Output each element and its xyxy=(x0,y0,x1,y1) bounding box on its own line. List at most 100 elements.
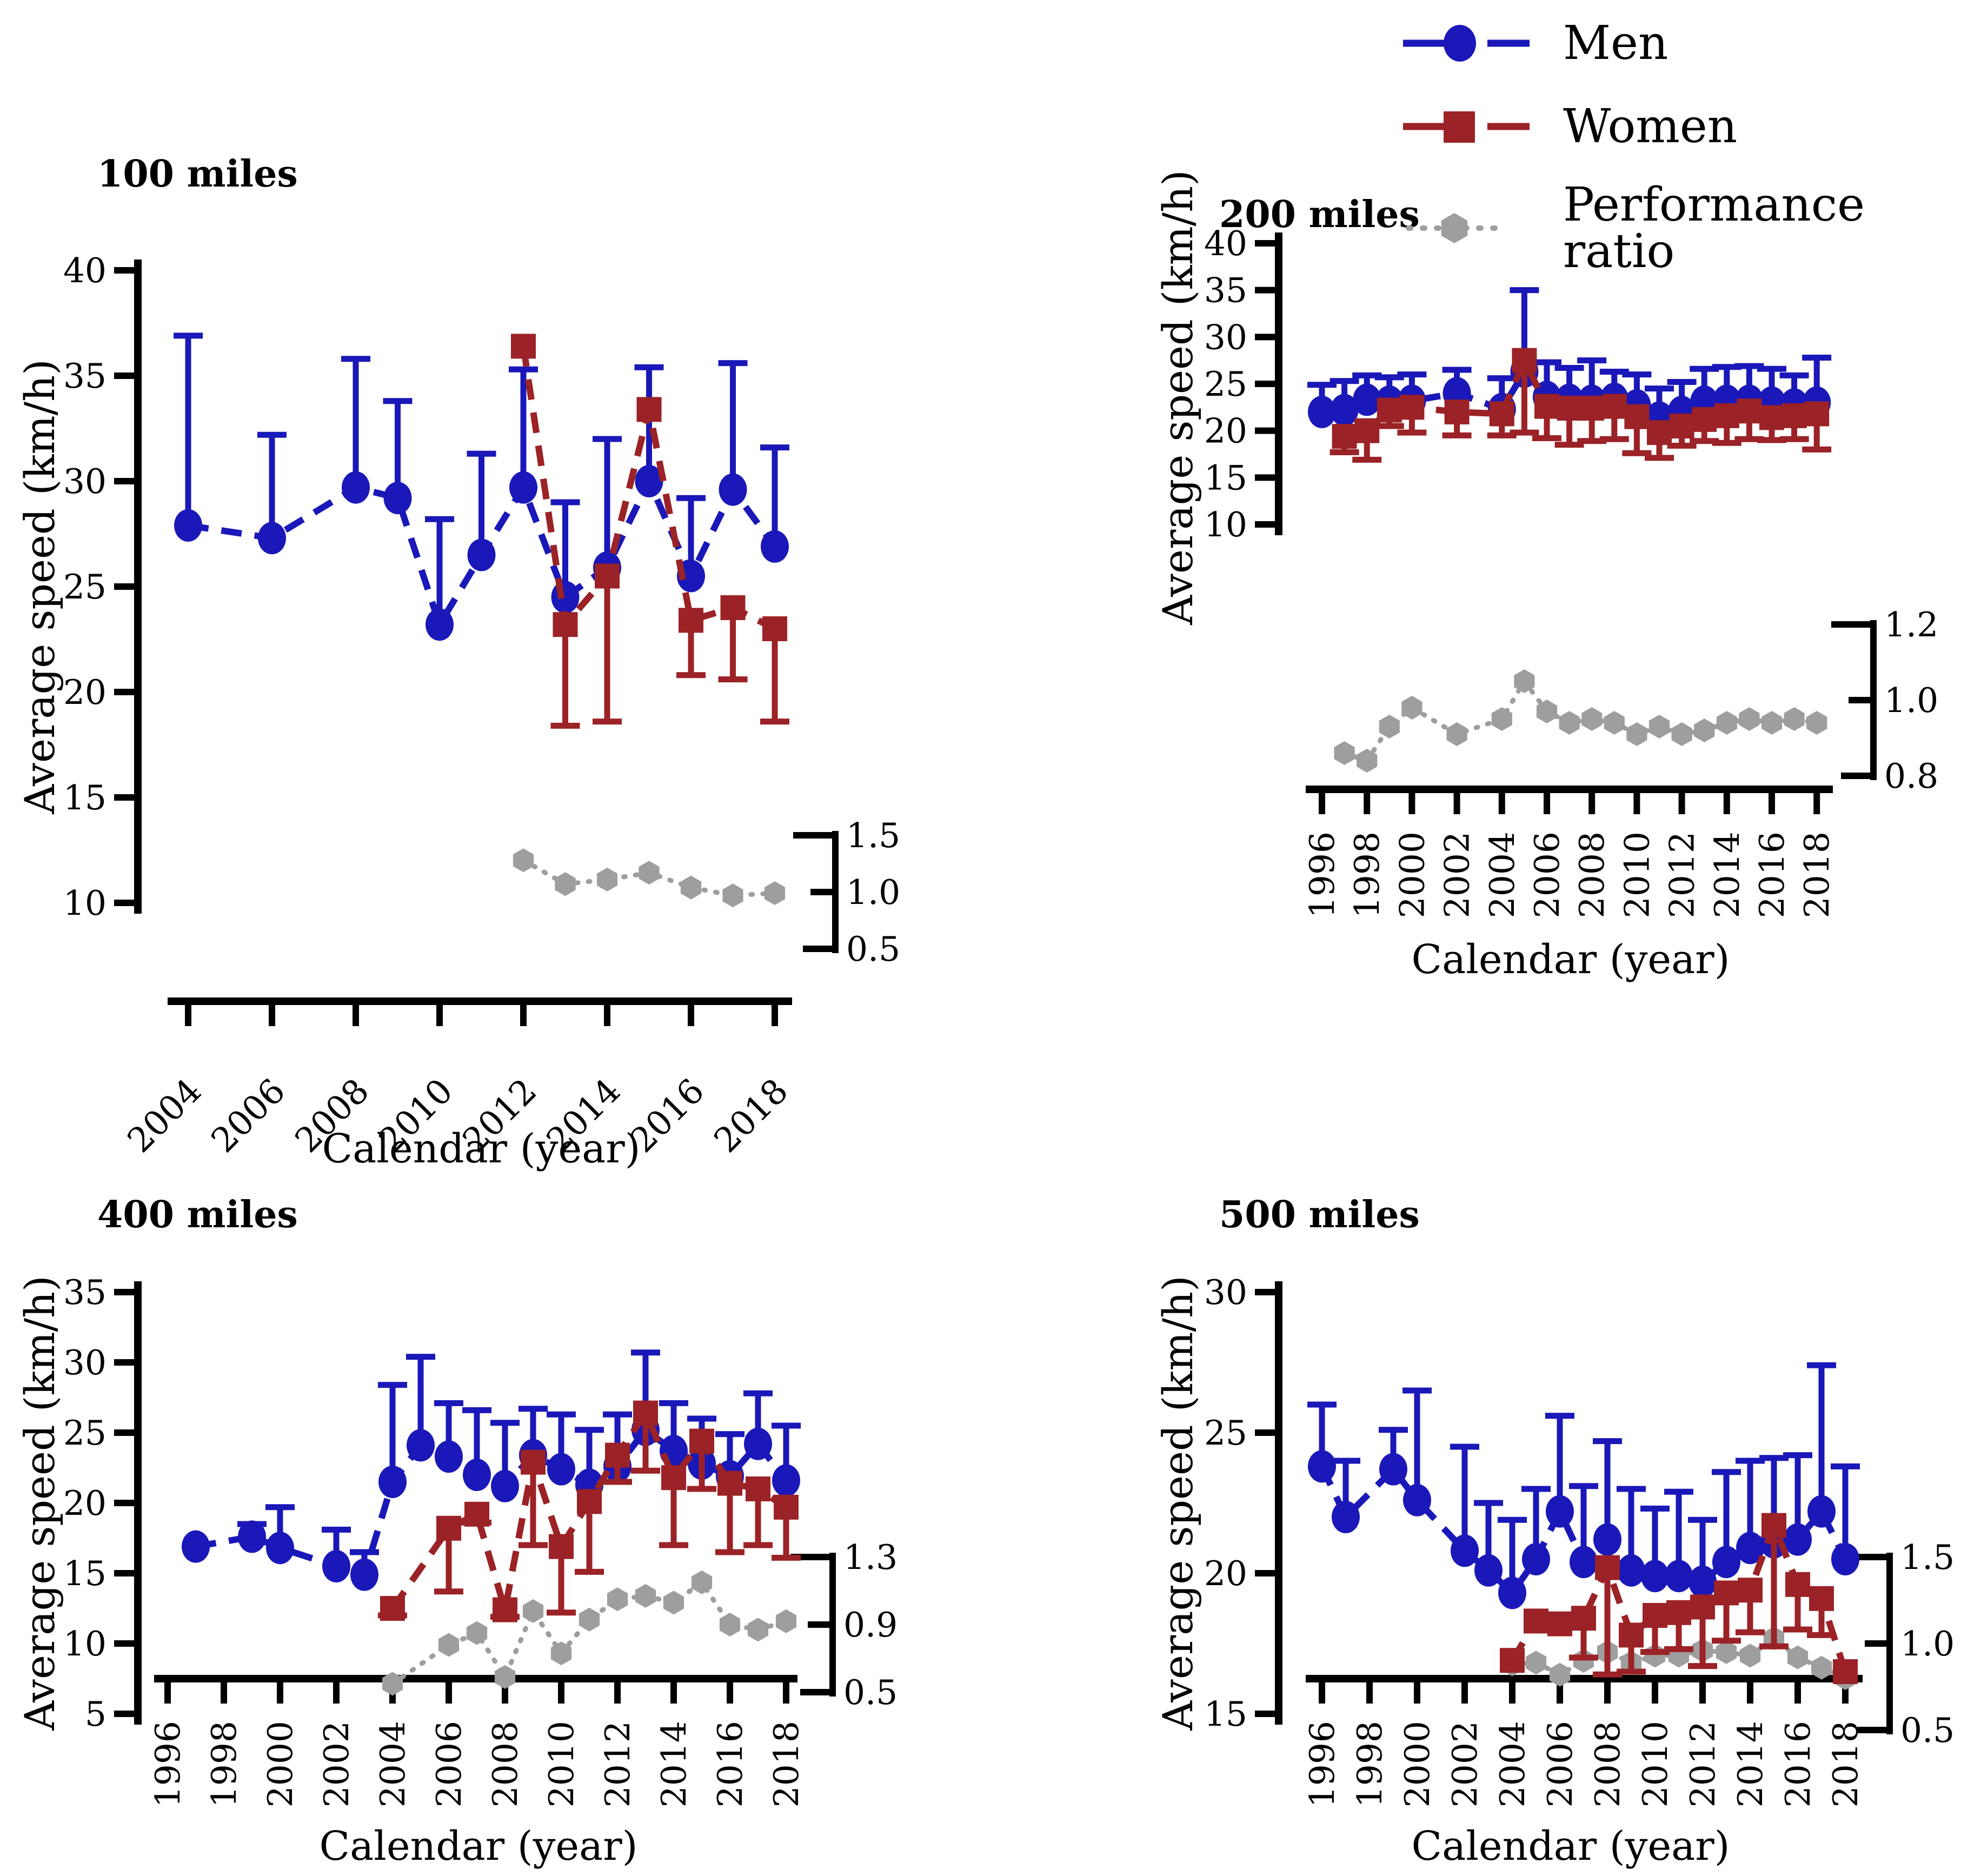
x-tick-label: 2008 xyxy=(1588,1721,1627,1807)
women-point xyxy=(1759,405,1784,430)
legend: Men Women Performance ratio xyxy=(1403,15,1961,275)
x-tick-label: 1998 xyxy=(1350,1721,1390,1807)
x-tick-label: 2016 xyxy=(1752,831,1792,918)
y-tick-label: 25 xyxy=(63,1413,107,1453)
x-tick-label: 2002 xyxy=(1438,831,1477,918)
y-axis-title: Average speed (km/h) xyxy=(1154,170,1202,626)
ratio-point xyxy=(1739,1644,1761,1668)
women-point xyxy=(661,1465,686,1491)
panel-200-miles: 200 miles Average speed (km/h) Calendar … xyxy=(1154,170,1938,983)
women-point xyxy=(1714,403,1739,428)
ratio-tick-label: 0.9 xyxy=(843,1605,898,1645)
ratio-tick-label: 0.5 xyxy=(846,929,900,969)
men-point xyxy=(378,1466,407,1498)
ratio-point xyxy=(382,1672,403,1696)
panel-400-miles: 400 miles Average speed (km/h) Calendar … xyxy=(16,1193,898,1870)
ratio-point xyxy=(1401,696,1422,720)
x-tick-label: 2014 xyxy=(654,1721,694,1807)
x-tick-label: 2002 xyxy=(1445,1721,1485,1807)
ratio-point xyxy=(1787,1645,1809,1669)
y-tick-label: 20 xyxy=(1204,411,1247,451)
women-point xyxy=(746,1476,770,1501)
women-point xyxy=(633,1400,658,1426)
x-tick-label: 2006 xyxy=(204,1071,293,1160)
ratio-point xyxy=(722,883,743,908)
women-point xyxy=(521,1449,546,1475)
women-point xyxy=(577,1489,602,1514)
men-point xyxy=(407,1429,435,1462)
men-line-circle-icon xyxy=(1403,25,1533,62)
ratio-point xyxy=(1446,722,1467,746)
x-tick-label: 2016 xyxy=(710,1721,750,1807)
x-tick-label: 2008 xyxy=(486,1721,525,1807)
ratio-point xyxy=(1648,715,1670,739)
women-line-square-icon xyxy=(1403,111,1533,143)
women-point xyxy=(1489,401,1514,427)
x-tick-label: 2004 xyxy=(120,1071,209,1160)
ratio-point xyxy=(579,1607,600,1632)
x-tick-label: 2006 xyxy=(1540,1721,1580,1807)
women-point xyxy=(1595,1555,1620,1580)
men-point xyxy=(1570,1546,1598,1579)
y-axis: 30 25 20 15 xyxy=(1204,1273,1282,1734)
women-point xyxy=(380,1596,405,1621)
panel-title-100-miles: 100 miles xyxy=(97,152,298,196)
legend-label-performance-ratio: Performance ratio xyxy=(1563,178,1865,278)
ratio-point xyxy=(1784,707,1805,731)
women-point xyxy=(464,1501,489,1527)
y-axis-title: Average speed (km/h) xyxy=(1154,1275,1202,1731)
men-point xyxy=(1736,1532,1764,1565)
women-point xyxy=(1692,407,1717,432)
x-axis-title: Calendar (year) xyxy=(322,1126,640,1172)
legend-item-men: Men xyxy=(1403,15,1961,71)
women-point xyxy=(1647,420,1672,445)
y-tick-label: 5 xyxy=(85,1694,107,1734)
ratio-series xyxy=(1334,669,1827,773)
panel-title-200-miles: 200 miles xyxy=(1219,193,1420,236)
x-tick-label: 2010 xyxy=(542,1721,581,1807)
y-tick-label: 15 xyxy=(63,1554,107,1593)
men-point xyxy=(761,530,789,563)
men-point xyxy=(238,1520,266,1553)
x-tick-label: 2012 xyxy=(598,1721,637,1807)
ratio-point xyxy=(522,1599,544,1623)
y-tick-label: 20 xyxy=(63,673,107,712)
women-point xyxy=(1512,348,1537,373)
legend-label-women: Women xyxy=(1563,99,1738,154)
men-point xyxy=(1689,1565,1717,1598)
y-tick-label: 35 xyxy=(1204,271,1247,310)
women-point xyxy=(1761,1513,1786,1538)
ratio-tick-label: 1.2 xyxy=(1884,605,1938,644)
x-tick-label: 2018 xyxy=(1797,831,1837,918)
women-point xyxy=(549,1534,574,1559)
y-tick-label: 30 xyxy=(1204,317,1247,357)
ratio-point xyxy=(1716,1640,1737,1664)
women-point xyxy=(1571,1606,1596,1631)
ratio-line-hexagon-icon xyxy=(1406,213,1508,243)
y-tick-label: 30 xyxy=(1204,1273,1247,1312)
y-tick-label: 25 xyxy=(1204,364,1247,404)
x-tick-label: 2018 xyxy=(707,1071,796,1160)
ratio-point xyxy=(1761,711,1783,735)
panel-title-400-miles: 400 miles xyxy=(97,1193,298,1236)
women-point xyxy=(1690,1594,1715,1620)
women-point xyxy=(1524,1608,1548,1634)
ratio-point xyxy=(663,1591,684,1615)
x-axis-title: Calendar (year) xyxy=(1411,1823,1730,1870)
ratio-point xyxy=(1694,719,1715,742)
ratio-tick-label: 1.5 xyxy=(1900,1538,1955,1577)
ratio-point xyxy=(596,867,618,892)
women-point xyxy=(762,616,787,641)
men-point xyxy=(1451,1534,1479,1567)
men-point xyxy=(551,581,580,614)
men-point xyxy=(509,471,537,504)
ratio-point xyxy=(1514,669,1535,693)
y-tick-label: 10 xyxy=(63,883,107,923)
y-axis-title: Average speed (km/h) xyxy=(16,1275,64,1731)
x-tick-label: 2014 xyxy=(1731,1721,1770,1807)
x-axis-title: Calendar (year) xyxy=(319,1823,637,1870)
y-tick-label: 35 xyxy=(63,356,107,396)
